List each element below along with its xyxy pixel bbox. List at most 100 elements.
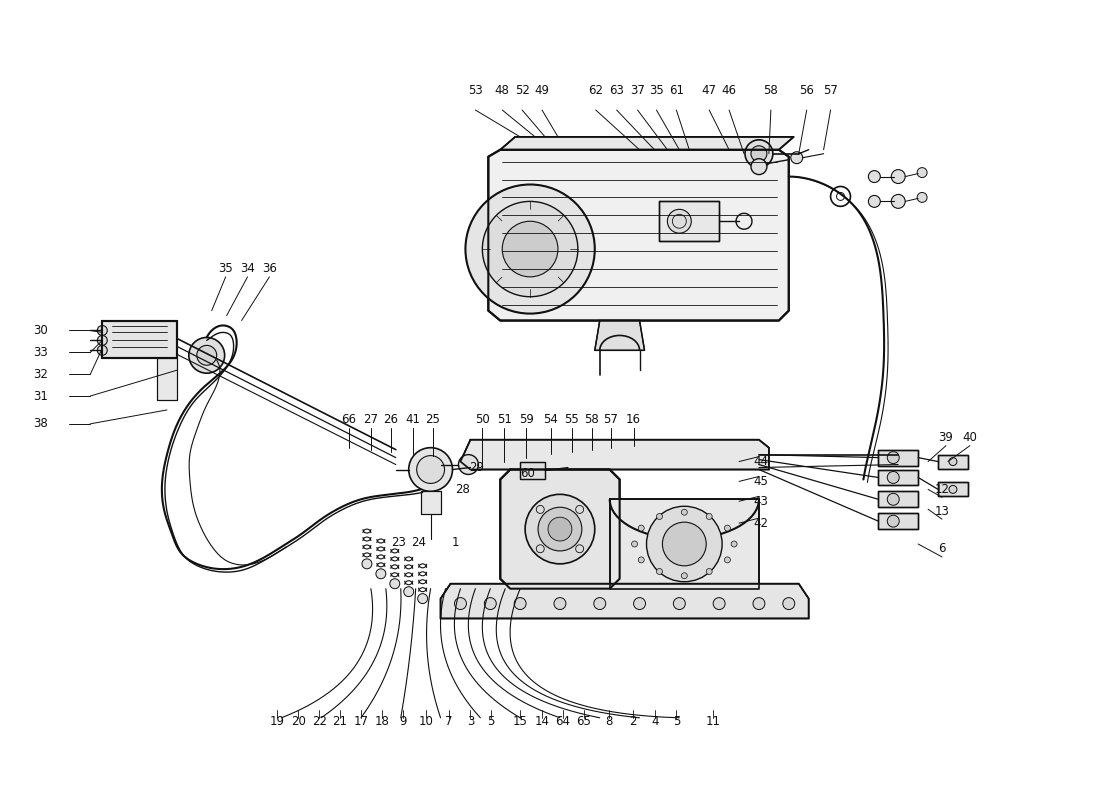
Circle shape <box>732 541 737 547</box>
Circle shape <box>417 456 444 483</box>
Text: 56: 56 <box>800 84 814 97</box>
Polygon shape <box>461 440 769 470</box>
Circle shape <box>548 517 572 541</box>
Circle shape <box>949 486 957 494</box>
Circle shape <box>362 559 372 569</box>
Text: 25: 25 <box>426 414 440 426</box>
Polygon shape <box>878 491 918 507</box>
Text: 37: 37 <box>630 84 645 97</box>
Polygon shape <box>938 482 968 496</box>
Circle shape <box>949 458 957 466</box>
Text: 35: 35 <box>218 262 233 275</box>
Circle shape <box>575 506 584 514</box>
Text: 65: 65 <box>576 715 592 728</box>
Text: 17: 17 <box>353 715 369 728</box>
Text: 10: 10 <box>418 715 433 728</box>
Circle shape <box>189 338 224 373</box>
Circle shape <box>681 573 688 578</box>
Text: 49: 49 <box>535 84 550 97</box>
Polygon shape <box>157 358 177 400</box>
Text: 36: 36 <box>262 262 277 275</box>
Circle shape <box>376 569 386 578</box>
Text: 5: 5 <box>673 715 680 728</box>
Circle shape <box>783 598 795 610</box>
Circle shape <box>634 598 646 610</box>
Circle shape <box>404 586 414 597</box>
Circle shape <box>197 346 217 366</box>
Circle shape <box>554 598 565 610</box>
Text: 7: 7 <box>444 715 452 728</box>
Circle shape <box>503 222 558 277</box>
Text: 58: 58 <box>584 414 600 426</box>
Text: 20: 20 <box>290 715 306 728</box>
Circle shape <box>97 335 107 346</box>
Text: 14: 14 <box>535 715 550 728</box>
Circle shape <box>459 454 478 474</box>
Circle shape <box>891 170 905 183</box>
Polygon shape <box>878 450 918 466</box>
Text: 38: 38 <box>33 418 47 430</box>
Circle shape <box>868 195 880 207</box>
Text: 54: 54 <box>543 414 559 426</box>
Text: 57: 57 <box>823 84 838 97</box>
Circle shape <box>668 210 691 233</box>
Circle shape <box>751 146 767 162</box>
Circle shape <box>751 158 767 174</box>
Text: 27: 27 <box>363 414 378 426</box>
Circle shape <box>409 448 452 491</box>
Circle shape <box>594 598 606 610</box>
Text: 23: 23 <box>392 537 406 550</box>
Text: 58: 58 <box>763 84 779 97</box>
Text: 9: 9 <box>399 715 407 728</box>
Text: 51: 51 <box>497 414 512 426</box>
Circle shape <box>638 525 645 531</box>
Circle shape <box>647 506 722 582</box>
Text: 40: 40 <box>962 431 977 444</box>
Circle shape <box>888 515 899 527</box>
Circle shape <box>706 569 712 574</box>
Text: 12: 12 <box>935 483 949 496</box>
Text: 30: 30 <box>33 324 47 337</box>
Polygon shape <box>420 491 441 514</box>
Text: 22: 22 <box>311 715 327 728</box>
Circle shape <box>657 569 662 574</box>
Circle shape <box>917 168 927 178</box>
Text: 47: 47 <box>702 84 717 97</box>
Text: 45: 45 <box>754 475 769 488</box>
Circle shape <box>418 594 428 603</box>
Circle shape <box>97 326 107 335</box>
Circle shape <box>713 598 725 610</box>
Polygon shape <box>878 470 918 486</box>
Text: 5: 5 <box>487 715 495 728</box>
Circle shape <box>888 471 899 483</box>
Polygon shape <box>938 454 968 469</box>
Text: 63: 63 <box>609 84 624 97</box>
Text: 46: 46 <box>722 84 737 97</box>
Circle shape <box>681 510 688 515</box>
Text: 11: 11 <box>706 715 721 728</box>
Circle shape <box>868 170 880 182</box>
Polygon shape <box>609 499 759 589</box>
Circle shape <box>638 557 645 563</box>
Circle shape <box>389 578 399 589</box>
Text: 33: 33 <box>33 346 47 359</box>
Polygon shape <box>488 150 789 321</box>
Circle shape <box>662 522 706 566</box>
Circle shape <box>538 507 582 551</box>
Circle shape <box>888 452 899 463</box>
Text: 53: 53 <box>468 84 483 97</box>
Polygon shape <box>500 137 794 150</box>
Text: 32: 32 <box>33 368 47 381</box>
Polygon shape <box>595 321 645 350</box>
Circle shape <box>725 557 730 563</box>
Text: 21: 21 <box>332 715 348 728</box>
Circle shape <box>891 194 905 208</box>
Circle shape <box>725 525 730 531</box>
Text: 44: 44 <box>754 455 769 468</box>
Text: 29: 29 <box>469 461 484 474</box>
Text: 6: 6 <box>938 542 946 555</box>
Text: 18: 18 <box>374 715 389 728</box>
Circle shape <box>465 185 595 314</box>
Text: 34: 34 <box>240 262 255 275</box>
Text: 19: 19 <box>270 715 285 728</box>
